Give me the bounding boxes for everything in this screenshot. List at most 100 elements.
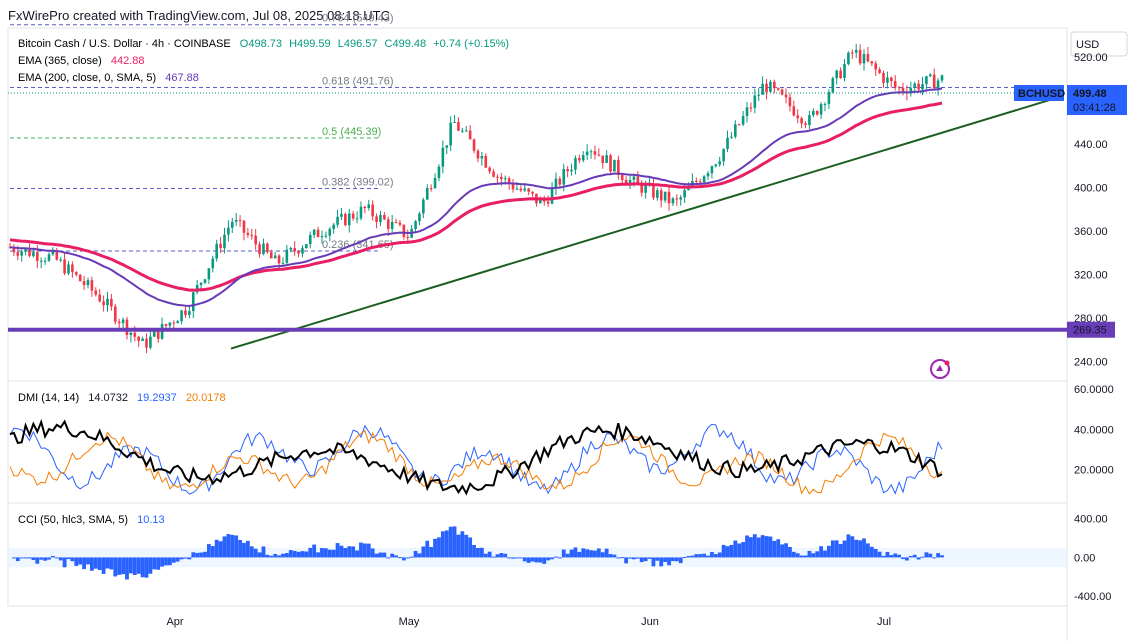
cci-bar bbox=[749, 537, 753, 558]
candlestick-series bbox=[8, 43, 944, 354]
cci-bar bbox=[717, 552, 722, 558]
candle-body bbox=[152, 330, 156, 337]
time-tick-label: Apr bbox=[166, 616, 183, 628]
cci-bar bbox=[807, 550, 812, 558]
cci-bar bbox=[659, 557, 664, 567]
candle-body bbox=[429, 188, 433, 190]
candle-body bbox=[574, 158, 577, 170]
candle-body bbox=[644, 185, 647, 193]
candle-body bbox=[593, 151, 597, 155]
cci-bar bbox=[300, 551, 305, 558]
cci-bar bbox=[628, 557, 632, 559]
cci-bar bbox=[479, 547, 484, 558]
cci-bar bbox=[78, 557, 83, 565]
ascending-trendline[interactable] bbox=[230, 95, 1064, 350]
candle-body bbox=[445, 145, 449, 148]
candle-body bbox=[137, 336, 140, 341]
cci-bar bbox=[616, 557, 621, 559]
svg-text:EMA (200, close, 0, SMA, 5): EMA (200, close, 0, SMA, 5) 467.88 bbox=[18, 72, 199, 84]
ema200-value: 467.88 bbox=[165, 72, 199, 84]
cci-bar bbox=[655, 557, 660, 561]
cci-bar bbox=[405, 557, 410, 559]
candle-body bbox=[332, 224, 335, 229]
cci-bar bbox=[889, 555, 894, 558]
cci-bar bbox=[93, 557, 98, 569]
cci-bar bbox=[698, 554, 703, 558]
cci-bar bbox=[897, 554, 902, 558]
candle-body bbox=[726, 137, 729, 149]
cci-bar bbox=[850, 536, 855, 558]
currency-button[interactable] bbox=[1070, 31, 1128, 57]
cci-bar bbox=[265, 554, 270, 558]
cci-bar bbox=[815, 551, 820, 558]
candle-body bbox=[718, 161, 722, 165]
candle-body bbox=[476, 150, 480, 159]
candle-body bbox=[425, 188, 429, 200]
candle-body bbox=[266, 243, 269, 253]
cci-bar bbox=[113, 557, 118, 577]
cci-bar bbox=[901, 557, 905, 560]
cci-bar bbox=[31, 557, 36, 561]
svg-text:CCI (50, hlc3, SMA, 5) 10.: CCI (50, hlc3, SMA, 5) 10.13 bbox=[18, 514, 165, 526]
candle-body bbox=[843, 64, 846, 79]
cci-bar bbox=[928, 553, 933, 558]
cci-bar bbox=[374, 553, 379, 558]
candle-body bbox=[936, 80, 940, 89]
candle-body bbox=[757, 94, 761, 96]
candle-body bbox=[414, 221, 417, 229]
cci-bar bbox=[421, 546, 426, 558]
cci-bar bbox=[518, 557, 523, 559]
candle-body bbox=[269, 252, 273, 259]
price-tick-label: 240.00 bbox=[1074, 357, 1108, 369]
cci-bar bbox=[128, 557, 133, 574]
candle-body bbox=[940, 75, 944, 81]
candle-body bbox=[168, 322, 172, 326]
candle-body bbox=[351, 213, 355, 219]
candle-body bbox=[714, 164, 718, 167]
cci-bar bbox=[905, 557, 909, 561]
cci-bar bbox=[433, 538, 437, 558]
cci-bar bbox=[522, 557, 527, 562]
candle-body bbox=[262, 243, 265, 255]
candle-body bbox=[367, 204, 371, 209]
currency-label: USD bbox=[1076, 39, 1099, 51]
candle-body bbox=[312, 229, 316, 235]
cci-bar bbox=[401, 557, 406, 561]
candle-body bbox=[835, 70, 839, 79]
cci-bar bbox=[117, 557, 122, 575]
candle-body bbox=[402, 224, 406, 237]
candle-body bbox=[788, 97, 792, 107]
cci-bar bbox=[15, 557, 20, 562]
candle-body bbox=[706, 173, 710, 177]
cci-bar bbox=[834, 540, 839, 558]
cci-bar bbox=[468, 537, 473, 558]
candle-body bbox=[74, 272, 78, 275]
support-price-label: 269.35 bbox=[1073, 325, 1107, 337]
cci-bar bbox=[838, 543, 843, 558]
candle-body bbox=[250, 234, 254, 236]
candle-body bbox=[745, 107, 749, 116]
dmi-tick-label: 60.0000 bbox=[1074, 384, 1114, 396]
candle-body bbox=[897, 87, 901, 89]
candle-body bbox=[461, 130, 464, 132]
cci-bar bbox=[269, 555, 274, 558]
candle-body bbox=[449, 122, 452, 146]
countdown-label: 03:41:28 bbox=[1073, 102, 1116, 114]
candle-body bbox=[562, 169, 566, 185]
candle-body bbox=[441, 147, 445, 167]
cci-bar bbox=[690, 555, 695, 558]
ohlc-close: C499.48 bbox=[385, 38, 427, 50]
candle-body bbox=[671, 198, 675, 204]
candle-body bbox=[293, 247, 296, 252]
fib-level-label: 0.618 (491.76) bbox=[322, 76, 394, 88]
cci-bar bbox=[296, 551, 301, 558]
candle-body bbox=[500, 176, 503, 180]
cci-bar bbox=[62, 557, 67, 568]
cci-bar bbox=[827, 545, 831, 558]
cci-bar bbox=[713, 554, 718, 558]
candle-body bbox=[698, 181, 702, 183]
cci-bar bbox=[557, 557, 562, 559]
candle-body bbox=[94, 290, 98, 295]
cci-bar bbox=[772, 540, 777, 558]
